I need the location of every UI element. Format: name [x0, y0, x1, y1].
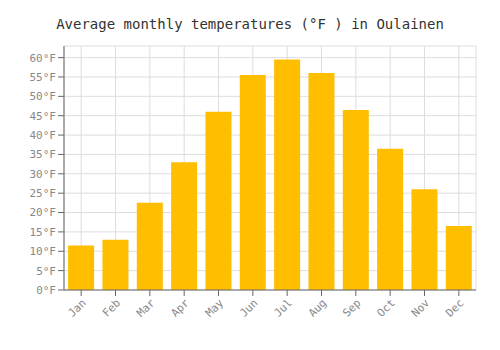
svg-text:Jul: Jul: [272, 296, 295, 319]
svg-text:Aug: Aug: [306, 296, 329, 319]
svg-text:55°F: 55°F: [30, 71, 57, 84]
svg-text:35°F: 35°F: [30, 148, 57, 161]
svg-text:May: May: [203, 296, 227, 320]
svg-text:25°F: 25°F: [30, 187, 57, 200]
svg-text:Nov: Nov: [409, 296, 433, 320]
svg-text:60°F: 60°F: [30, 52, 57, 65]
svg-text:50°F: 50°F: [30, 90, 57, 103]
svg-text:30°F: 30°F: [30, 168, 57, 181]
svg-text:Apr: Apr: [169, 296, 193, 320]
svg-text:10°F: 10°F: [30, 245, 57, 258]
svg-text:Dec: Dec: [443, 296, 466, 319]
svg-text:15°F: 15°F: [30, 226, 57, 239]
svg-text:40°F: 40°F: [30, 129, 57, 142]
svg-text:Jun: Jun: [237, 296, 260, 319]
svg-text:45°F: 45°F: [30, 110, 57, 123]
svg-text:Mar: Mar: [134, 296, 158, 320]
svg-text:0°F: 0°F: [36, 284, 56, 297]
html-text:Average monthly temperatures (: Average monthly temperatures (°F ) in Ou…: [56, 16, 444, 32]
svg-text:Jan: Jan: [66, 296, 89, 319]
svg-text:Sep: Sep: [340, 296, 363, 319]
svg-text:Oct: Oct: [375, 296, 398, 319]
svg-text:Feb: Feb: [100, 296, 123, 319]
svg-text:20°F: 20°F: [30, 206, 57, 219]
svg-text:5°F: 5°F: [36, 265, 56, 278]
